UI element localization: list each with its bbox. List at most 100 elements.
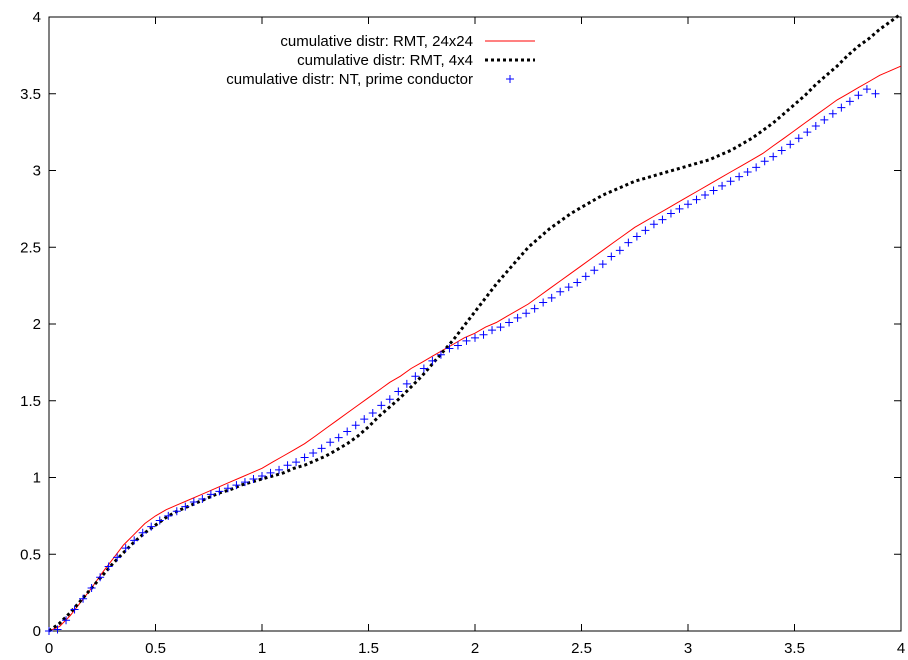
legend-label: cumulative distr: NT, prime conductor [226, 71, 473, 88]
data-point [62, 616, 71, 625]
data-point [505, 318, 514, 327]
data-point [309, 448, 318, 457]
data-point [684, 200, 692, 209]
data-point [607, 252, 616, 261]
x-tick-labels: 0 0.5 1 1.5 2 2.5 3 3.5 4 [45, 640, 905, 657]
data-point [113, 553, 122, 562]
data-point [666, 209, 675, 218]
data-point [79, 594, 88, 603]
series-line [48, 65, 902, 632]
data-point [573, 278, 582, 287]
data-point [701, 191, 710, 200]
data-point [300, 453, 309, 462]
data-point [258, 471, 266, 480]
data-point [488, 326, 497, 335]
data-point [735, 172, 744, 181]
data-point [411, 372, 420, 381]
data-point [130, 536, 139, 545]
y-tick-label: 0.5 [20, 546, 41, 563]
y-tick-label: 4 [33, 9, 41, 26]
data-point [232, 481, 241, 490]
data-point [181, 502, 190, 511]
data-point [632, 232, 641, 241]
data-point [513, 313, 522, 322]
data-point [556, 287, 565, 296]
legend-label: cumulative distr: RMT, 24x24 [280, 33, 473, 50]
axis-ticks [48, 16, 902, 632]
data-point [496, 323, 505, 332]
x-tick-label: 2 [471, 640, 479, 657]
x-tick-label: 0 [45, 640, 53, 657]
data-point [240, 478, 249, 487]
x-tick-label: 3 [684, 640, 692, 657]
data-point [786, 140, 795, 149]
data-point [53, 625, 62, 634]
data-point [368, 409, 377, 418]
data-point [138, 528, 147, 537]
data-point [522, 309, 531, 318]
data-point [479, 330, 488, 339]
data-point [615, 246, 624, 255]
data-point [462, 336, 471, 345]
data-point [803, 128, 812, 137]
data-point [87, 584, 96, 593]
data-point [249, 475, 258, 484]
data-point [121, 544, 130, 553]
data-point [385, 395, 394, 404]
data-point [189, 498, 198, 507]
data-point [266, 468, 275, 477]
data-point [436, 350, 445, 359]
data-point [283, 461, 292, 470]
y-tick-label: 2.5 [20, 239, 41, 256]
data-point [172, 507, 181, 516]
data-point [564, 283, 573, 292]
data-point [692, 195, 701, 204]
series-2 [48, 12, 902, 633]
x-tick-label: 1 [258, 640, 266, 657]
data-point [104, 562, 113, 571]
y-tick-label: 1.5 [20, 393, 41, 410]
data-point [624, 238, 633, 247]
data-point [198, 494, 207, 503]
y-tick-label: 3.5 [20, 86, 41, 103]
y-tick-label: 1 [33, 470, 41, 487]
data-point [777, 146, 786, 155]
data-point [402, 379, 411, 388]
data-point [709, 186, 718, 195]
legend-marker [506, 75, 514, 83]
data-point [598, 260, 607, 269]
x-tick-label: 3.5 [784, 640, 805, 657]
data-point [641, 226, 650, 235]
data-point [530, 304, 539, 313]
y-tick-label: 2 [33, 316, 41, 333]
data-point [675, 204, 684, 213]
series-line [48, 12, 902, 633]
data-point [394, 387, 403, 396]
data-point [854, 91, 863, 100]
data-point [206, 490, 215, 499]
series-layer [45, 12, 902, 635]
data-point [581, 272, 590, 281]
data-point [445, 344, 454, 353]
data-point [471, 333, 479, 342]
data-point [820, 115, 829, 124]
data-point [317, 444, 326, 453]
data-point [96, 573, 105, 582]
data-point [164, 511, 173, 520]
data-point [360, 415, 369, 424]
data-point [590, 266, 599, 275]
data-point [760, 157, 769, 166]
data-point [649, 220, 658, 229]
data-point [215, 487, 224, 496]
data-point [811, 121, 820, 130]
data-point [343, 427, 352, 436]
data-point [223, 484, 232, 493]
data-point [326, 438, 335, 447]
data-point [292, 458, 301, 467]
data-point [828, 109, 837, 118]
data-point [658, 215, 667, 224]
data-point [453, 341, 462, 350]
x-tick-label: 2.5 [571, 640, 592, 657]
data-point [794, 134, 803, 143]
